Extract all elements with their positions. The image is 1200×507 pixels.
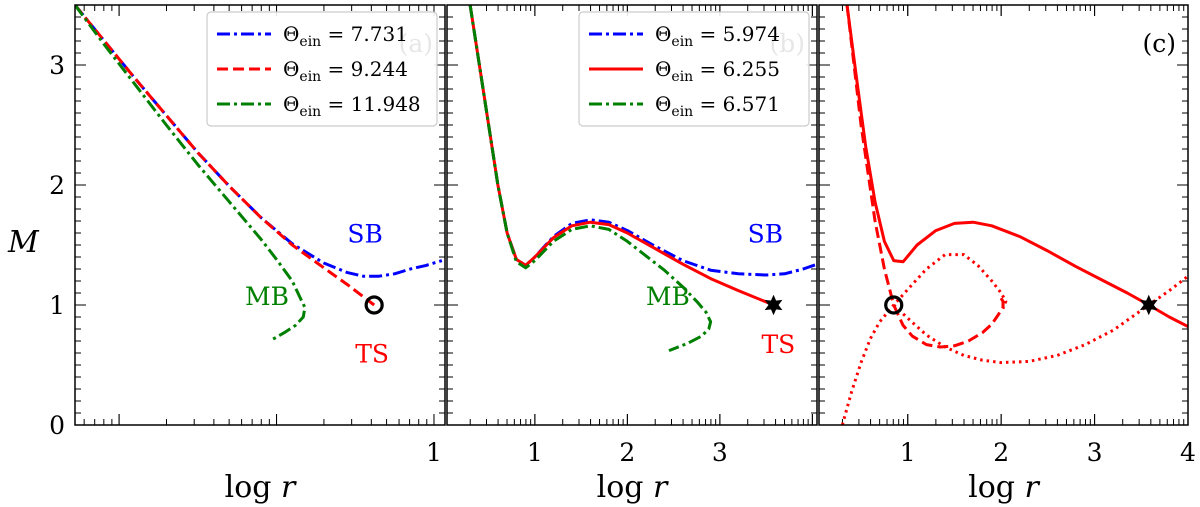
y-tick-label: 0 — [49, 411, 65, 440]
plot-frame — [818, 4, 1189, 426]
series-line — [75, 5, 307, 342]
x-ticks — [83, 5, 435, 425]
y-ticks — [819, 4, 1188, 426]
series-line — [845, 5, 1005, 349]
x-tick-label: 3 — [1087, 438, 1103, 467]
legend: Θein = 5.974 Θein = 6.255 Θein = 6.571 — [578, 11, 810, 127]
legend-entry-text: Θein = 5.974 — [655, 22, 780, 50]
x-tick-label: 1 — [527, 438, 543, 467]
x-ticks — [841, 5, 1189, 425]
y-ticks — [447, 4, 817, 426]
critical-point-star — [764, 294, 783, 316]
curve-label: MB — [245, 282, 289, 311]
curve-label: MB — [646, 282, 690, 311]
y-tick-label: 1 — [49, 291, 65, 320]
series-line — [75, 5, 376, 307]
curves — [75, 5, 443, 342]
curves — [468, 5, 817, 352]
curve-label: TS — [355, 340, 389, 369]
curves — [840, 5, 1188, 425]
plot-frame — [446, 4, 818, 426]
curve-label: SB — [748, 220, 784, 249]
curve-label: TS — [762, 330, 796, 359]
x-tick-label: 2 — [619, 438, 635, 467]
legend-box — [578, 11, 810, 127]
legend-box — [206, 11, 438, 127]
x-tick-label: 3 — [712, 438, 728, 467]
series-line — [892, 275, 1188, 365]
y-tick-label: 2 — [49, 171, 65, 200]
series-line — [840, 253, 1008, 425]
plot-frame — [74, 4, 446, 426]
critical-point-circle — [364, 295, 384, 315]
x-axis-label: log r — [597, 470, 669, 505]
x-axis-label: log r — [225, 470, 297, 505]
series-line — [468, 5, 713, 352]
legend-entry-text: Θein = 6.571 — [655, 92, 780, 120]
x-axis-label: log r — [968, 470, 1040, 505]
series-line — [845, 5, 1188, 328]
y-axis-label: M — [7, 225, 40, 260]
x-tick-label: 1 — [900, 438, 916, 467]
panel-c: (c) 1 2 3 4 log r — [818, 4, 1196, 505]
panel-label: (c) — [1142, 29, 1176, 58]
legend-entry-text: Θein = 6.255 — [655, 57, 780, 85]
x-tick-label: 1 — [426, 438, 442, 467]
curve-label: SB — [347, 220, 383, 249]
critical-point-circle — [884, 295, 904, 315]
legend: Θein = 7.731 Θein = 9.244 Θein = 11.948 — [206, 11, 438, 127]
series-line — [75, 5, 443, 278]
legend-entry-text: Θein = 11.948 — [283, 92, 421, 120]
x-tick-label: 4 — [1180, 438, 1196, 467]
critical-point-star — [1139, 294, 1158, 316]
x-tick-label: 2 — [993, 438, 1009, 467]
legend-entry-text: Θein = 9.244 — [283, 57, 408, 85]
y-tick-label: 3 — [49, 51, 65, 80]
legend-entry-text: Θein = 7.731 — [283, 22, 408, 50]
